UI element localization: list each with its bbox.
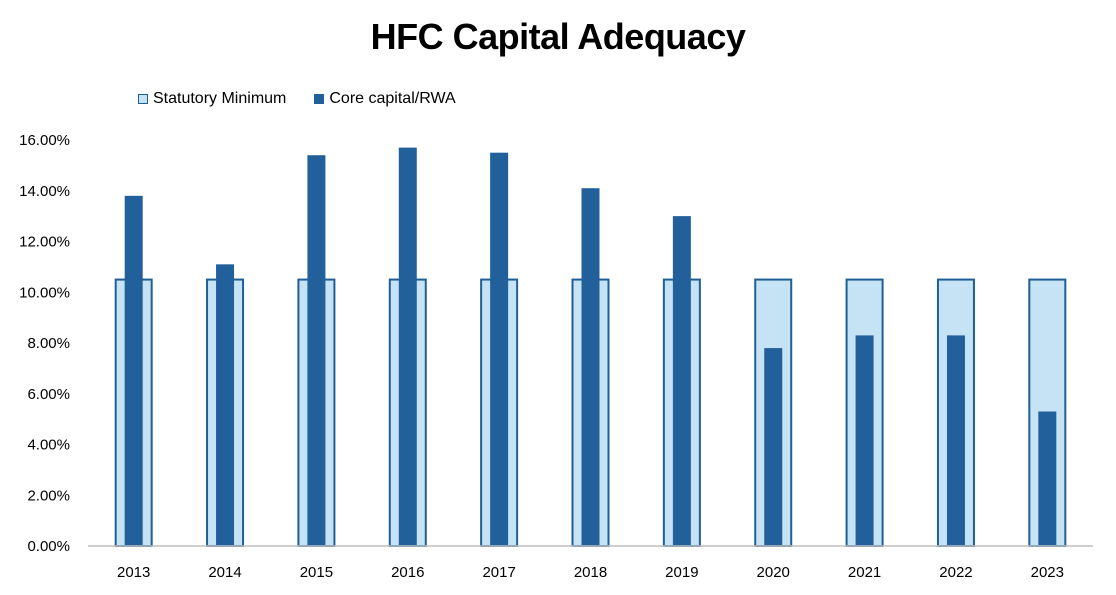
series-core-capital-rwa xyxy=(124,147,1057,547)
x-tick-label: 2013 xyxy=(117,564,150,581)
y-tick-label: 8.00% xyxy=(27,335,70,352)
y-tick-label: 14.00% xyxy=(19,183,70,200)
legend: Statutory Minimum Core capital/RWA xyxy=(138,90,484,108)
bar-core-capital-rwa-2014 xyxy=(216,264,235,546)
x-tick-label: 2016 xyxy=(391,564,424,581)
bar-core-capital-rwa-2023 xyxy=(1038,411,1057,546)
x-tick-label: 2017 xyxy=(482,564,515,581)
y-tick-label: 4.00% xyxy=(27,437,70,454)
y-tick-label: 2.00% xyxy=(27,487,70,504)
bar-core-capital-rwa-2021 xyxy=(855,335,874,546)
x-tick-label: 2018 xyxy=(574,564,607,581)
legend-label-statutory-minimum: Statutory Minimum xyxy=(153,90,287,107)
bar-core-capital-rwa-2015 xyxy=(307,155,326,546)
bar-core-capital-rwa-2020 xyxy=(764,348,783,546)
legend-label-core-capital-rwa: Core capital/RWA xyxy=(329,90,456,107)
chart-title: HFC Capital Adequacy xyxy=(370,16,746,57)
bar-core-capital-rwa-2018 xyxy=(581,188,600,546)
y-tick-label: 0.00% xyxy=(27,538,70,555)
x-tick-label: 2021 xyxy=(848,564,881,581)
y-tick-label: 16.00% xyxy=(19,132,70,149)
x-tick-label: 2020 xyxy=(757,564,790,581)
legend-item-statutory-minimum: Statutory Minimum xyxy=(138,90,286,108)
bar-core-capital-rwa-2022 xyxy=(946,335,965,546)
x-tick-label: 2019 xyxy=(665,564,698,581)
legend-swatch-statutory-minimum xyxy=(138,94,148,104)
x-tick-label: 2022 xyxy=(939,564,972,581)
x-tick-label: 2015 xyxy=(300,564,333,581)
bar-core-capital-rwa-2013 xyxy=(124,195,143,546)
legend-swatch-core-capital-rwa xyxy=(314,94,325,104)
x-tick-label: 2023 xyxy=(1031,564,1064,581)
y-tick-label: 10.00% xyxy=(19,284,70,301)
x-tick-label: 2014 xyxy=(208,564,241,581)
y-tick-label: 12.00% xyxy=(19,234,70,251)
y-tick-label: 6.00% xyxy=(27,386,70,403)
y-axis: 0.00% 2.00% 4.00% 6.00% 8.00% 10.00% 12.00% 14.… xyxy=(19,132,70,555)
x-axis: 2013 2014 2015 2016 2017 2018 2019 2020 2021 2022… xyxy=(117,564,1064,581)
bar-core-capital-rwa-2016 xyxy=(398,147,417,547)
legend-item-core-capital-rwa: Core capital/RWA xyxy=(314,90,456,108)
bar-core-capital-rwa-2019 xyxy=(672,216,691,546)
bar-core-capital-rwa-2017 xyxy=(490,152,509,546)
